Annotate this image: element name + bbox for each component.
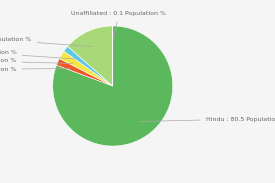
Wedge shape	[64, 46, 113, 86]
Text: Other : 1.6 Population %: Other : 1.6 Population %	[0, 50, 76, 59]
Text: Sikhism : 1.9 Population %: Sikhism : 1.9 Population %	[0, 67, 70, 72]
Text: Christianity : 2.3 Population %: Christianity : 2.3 Population %	[0, 58, 73, 64]
Wedge shape	[59, 51, 113, 86]
Wedge shape	[112, 26, 113, 86]
Text: Unaffiliated : 0.1 Population %: Unaffiliated : 0.1 Population %	[71, 12, 166, 40]
Wedge shape	[53, 26, 173, 146]
Text: Muslim : 13.4 Population %: Muslim : 13.4 Population %	[0, 37, 92, 46]
Text: Hindu : 80.5 Population %: Hindu : 80.5 Population %	[140, 117, 275, 122]
Wedge shape	[68, 26, 113, 86]
Wedge shape	[56, 59, 113, 86]
